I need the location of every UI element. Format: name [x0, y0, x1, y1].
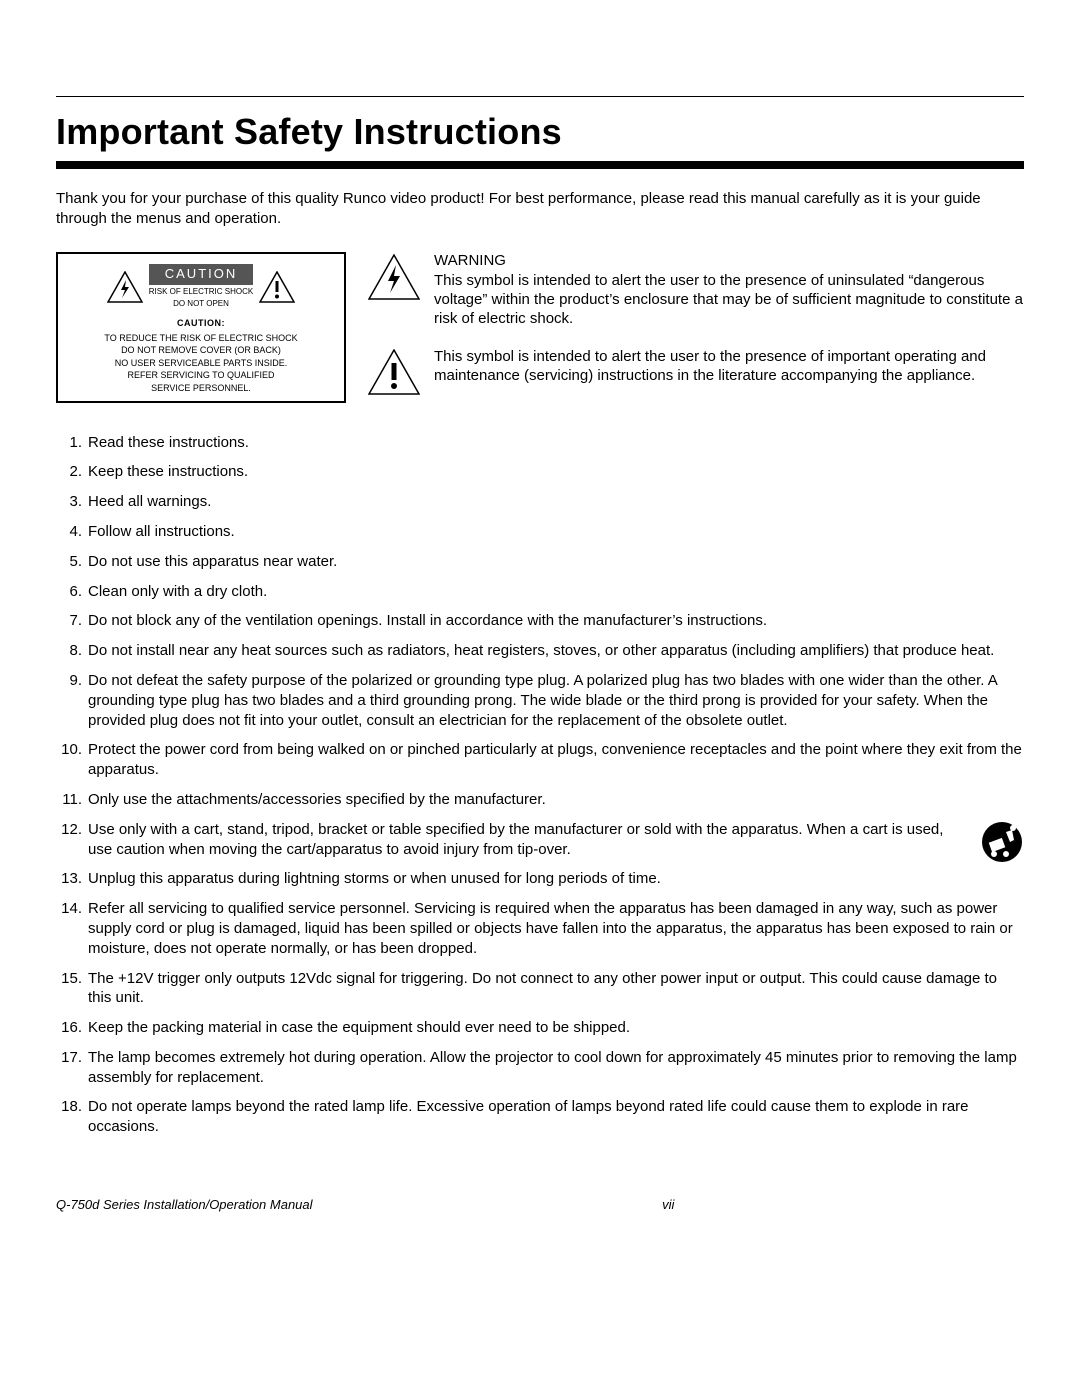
- instruction-item: The +12V trigger only outputs 12Vdc sign…: [56, 969, 1024, 1009]
- instruction-text: Clean only with a dry cloth.: [88, 583, 267, 600]
- footer-page-number: vii: [662, 1197, 674, 1212]
- instruction-text: Use only with a cart, stand, tripod, bra…: [88, 821, 943, 858]
- caution-body-line: TO REDUCE THE RISK OF ELECTRIC SHOCK: [66, 332, 336, 345]
- warning-row: CAUTION RISK OF ELECTRIC SHOCK DO NOT OP…: [56, 252, 1024, 413]
- cart-tipover-icon: [980, 820, 1024, 864]
- instruction-text: Heed all warnings.: [88, 493, 211, 510]
- document-page: Important Safety Instructions Thank you …: [0, 0, 1080, 1252]
- caution-body-line: SERVICE PERSONNEL.: [66, 382, 336, 395]
- caution-label-wrap: CAUTION RISK OF ELECTRIC SHOCK DO NOT OP…: [149, 264, 253, 309]
- caution-sub2: DO NOT OPEN: [149, 299, 253, 309]
- instruction-text: Keep these instructions.: [88, 463, 248, 480]
- intro-paragraph: Thank you for your purchase of this qual…: [56, 189, 1024, 228]
- instruction-item: Do not block any of the ventilation open…: [56, 611, 1024, 631]
- warning-exclamation-block: This symbol is intended to alert the use…: [368, 347, 1024, 395]
- instruction-item: Follow all instructions.: [56, 522, 1024, 542]
- warning-bolt-text-wrap: WARNING This symbol is intended to alert…: [434, 252, 1024, 329]
- instruction-item: Unplug this apparatus during lightning s…: [56, 869, 1024, 889]
- exclamation-triangle-icon: [368, 349, 420, 395]
- exclamation-triangle-icon: [259, 271, 295, 303]
- caution-card: CAUTION RISK OF ELECTRIC SHOCK DO NOT OP…: [56, 252, 346, 403]
- instruction-item: Clean only with a dry cloth.: [56, 582, 1024, 602]
- caution-label: CAUTION: [149, 264, 253, 285]
- instruction-text: Refer all servicing to qualified service…: [88, 900, 1013, 957]
- warning-column: WARNING This symbol is intended to alert…: [368, 252, 1024, 413]
- instruction-item: Keep the packing material in case the eq…: [56, 1018, 1024, 1038]
- caution-body-line: REFER SERVICING TO QUALIFIED: [66, 369, 336, 382]
- lightning-triangle-icon: [368, 254, 420, 300]
- instruction-item: Only use the attachments/accessories spe…: [56, 790, 1024, 810]
- instruction-text: Read these instructions.: [88, 434, 249, 451]
- instruction-text: The +12V trigger only outputs 12Vdc sign…: [88, 970, 997, 1007]
- instruction-item: Do not defeat the safety purpose of the …: [56, 671, 1024, 730]
- footer-left: Q-750d Series Installation/Operation Man…: [56, 1197, 313, 1212]
- instruction-text: The lamp becomes extremely hot during op…: [88, 1049, 1017, 1086]
- instruction-item: Heed all warnings.: [56, 492, 1024, 512]
- warning-bolt-text: This symbol is intended to alert the use…: [434, 271, 1024, 329]
- instruction-item: The lamp becomes extremely hot during op…: [56, 1048, 1024, 1088]
- instruction-item: Keep these instructions.: [56, 462, 1024, 482]
- instruction-text: Do not block any of the ventilation open…: [88, 612, 767, 629]
- page-title: Important Safety Instructions: [56, 111, 1024, 153]
- warning-excl-text: This symbol is intended to alert the use…: [434, 347, 1024, 385]
- instruction-text: Keep the packing material in case the eq…: [88, 1019, 630, 1036]
- caution-body-title: CAUTION:: [66, 317, 336, 330]
- instruction-text: Do not operate lamps beyond the rated la…: [88, 1098, 969, 1135]
- instruction-item: Use only with a cart, stand, tripod, bra…: [56, 820, 1024, 860]
- instructions-list: Read these instructions. Keep these instr…: [56, 433, 1024, 1138]
- instruction-item: Do not install near any heat sources suc…: [56, 641, 1024, 661]
- instruction-text: Follow all instructions.: [88, 523, 235, 540]
- lightning-triangle-icon: [107, 271, 143, 303]
- instruction-item: Protect the power cord from being walked…: [56, 740, 1024, 780]
- instruction-text: Only use the attachments/accessories spe…: [88, 791, 546, 808]
- instruction-text: Do not use this apparatus near water.: [88, 553, 337, 570]
- rule-top: [56, 96, 1024, 97]
- instruction-text: Protect the power cord from being walked…: [88, 741, 1022, 778]
- caution-body-line: DO NOT REMOVE COVER (OR BACK): [66, 344, 336, 357]
- rule-thick: [56, 161, 1024, 169]
- instruction-text: Do not defeat the safety purpose of the …: [88, 672, 997, 729]
- warning-heading: WARNING: [434, 252, 1024, 269]
- caution-card-header: CAUTION RISK OF ELECTRIC SHOCK DO NOT OP…: [66, 264, 336, 309]
- instruction-item: Do not operate lamps beyond the rated la…: [56, 1097, 1024, 1137]
- caution-body: CAUTION: TO REDUCE THE RISK OF ELECTRIC …: [66, 317, 336, 395]
- instruction-item: Do not use this apparatus near water.: [56, 552, 1024, 572]
- instruction-text: Unplug this apparatus during lightning s…: [88, 870, 661, 887]
- warning-bolt-block: WARNING This symbol is intended to alert…: [368, 252, 1024, 329]
- instruction-text: Do not install near any heat sources suc…: [88, 642, 994, 659]
- caution-body-line: NO USER SERVICEABLE PARTS INSIDE.: [66, 357, 336, 370]
- page-footer: Q-750d Series Installation/Operation Man…: [56, 1197, 1024, 1212]
- caution-sub1: RISK OF ELECTRIC SHOCK: [149, 287, 253, 297]
- instruction-item: Refer all servicing to qualified service…: [56, 899, 1024, 958]
- instruction-item: Read these instructions.: [56, 433, 1024, 453]
